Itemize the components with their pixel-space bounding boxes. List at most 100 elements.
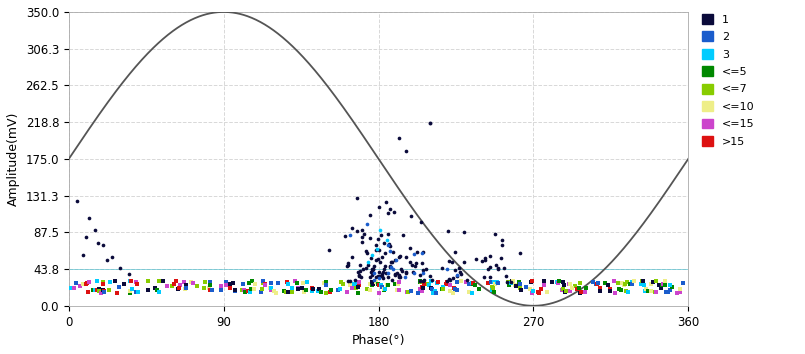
Point [478, 274, 491, 280]
Point [416, 278, 429, 284]
Point [381, 238, 394, 243]
Point [89, 227, 101, 233]
Point [105, 254, 118, 260]
Point [373, 247, 386, 253]
Point [101, 257, 114, 262]
Point [418, 277, 431, 283]
Point [350, 228, 363, 233]
Point [452, 265, 465, 270]
Point [378, 267, 390, 272]
Point [92, 240, 105, 246]
Point [355, 234, 368, 240]
Point [441, 267, 454, 272]
Point [344, 278, 357, 284]
Point [361, 221, 374, 227]
Point [122, 271, 135, 277]
Point [423, 273, 436, 279]
Point [394, 266, 407, 272]
Point [386, 267, 399, 272]
Point [415, 261, 428, 266]
Point [478, 256, 491, 261]
Point [385, 259, 398, 265]
Point [388, 272, 401, 277]
Point [495, 256, 508, 261]
Point [447, 275, 460, 281]
Point [497, 266, 510, 271]
Point [484, 253, 497, 258]
Point [405, 213, 418, 219]
Point [360, 266, 373, 271]
Point [386, 249, 399, 255]
Point [374, 233, 387, 238]
Point [369, 242, 382, 247]
Point [356, 227, 369, 233]
Point [357, 266, 369, 272]
Point [470, 256, 483, 261]
Point [382, 242, 394, 248]
Point [361, 262, 374, 268]
Point [408, 264, 421, 269]
Point [374, 274, 386, 279]
Point [417, 270, 430, 276]
Point [384, 207, 397, 212]
Point [383, 241, 396, 247]
Point [386, 259, 398, 265]
Point [361, 259, 374, 265]
Point [341, 263, 353, 268]
Point [373, 275, 386, 281]
Point [404, 259, 417, 265]
Point [436, 266, 449, 271]
Point [505, 279, 518, 285]
Point [454, 271, 467, 276]
Point [375, 254, 388, 260]
Point [484, 264, 497, 269]
Point [379, 199, 392, 205]
Point [366, 266, 379, 272]
Point [386, 278, 398, 283]
Point [414, 278, 427, 284]
Point [415, 251, 428, 256]
Point [114, 265, 127, 271]
Point [481, 266, 494, 272]
Point [408, 251, 421, 257]
Point [404, 245, 417, 251]
Point [345, 225, 358, 231]
Point [478, 257, 491, 263]
Point [372, 256, 385, 262]
Point [445, 259, 458, 265]
Point [407, 270, 419, 275]
Point [448, 249, 461, 255]
Point [365, 269, 378, 274]
Point [450, 272, 463, 278]
Point [443, 276, 456, 281]
Point [348, 277, 361, 283]
Point [417, 249, 430, 255]
Point [341, 261, 354, 266]
Point [367, 266, 380, 272]
Point [369, 247, 382, 252]
Point [365, 256, 378, 261]
Point [352, 269, 365, 275]
Point [392, 254, 405, 259]
Point [322, 247, 335, 252]
Point [492, 267, 505, 272]
Point [476, 258, 489, 264]
Point [365, 252, 378, 258]
Point [381, 210, 394, 216]
Point [367, 266, 380, 272]
Point [71, 198, 84, 204]
Point [393, 274, 406, 280]
Point [382, 270, 394, 276]
Point [367, 277, 380, 282]
Point [384, 263, 397, 269]
Point [382, 231, 394, 237]
Point [350, 195, 363, 201]
Point [423, 120, 436, 126]
Point [457, 229, 470, 235]
Point [374, 227, 386, 233]
Point [394, 274, 407, 279]
Point [357, 231, 370, 237]
Point [353, 262, 366, 268]
Point [383, 243, 396, 249]
Point [489, 231, 502, 236]
